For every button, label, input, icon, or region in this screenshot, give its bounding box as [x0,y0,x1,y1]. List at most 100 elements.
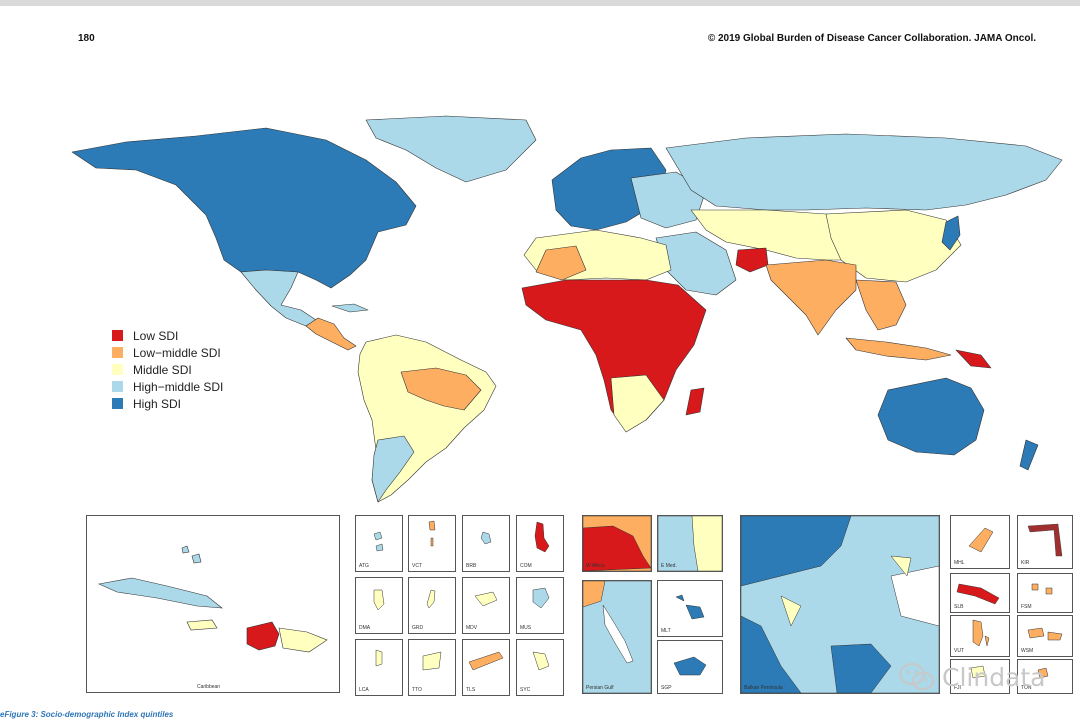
copyright-notice: © 2019 Global Burden of Disease Cancer C… [707,33,1036,44]
inset-label: TTO [412,687,422,693]
madagascar-shape [685,387,705,416]
inset-label: MDV [466,625,478,631]
southeast-asia-region [855,279,907,331]
legend-item-low: Low SDI [112,327,223,344]
inset-w-africa: W Africa [582,515,652,572]
greenland-region [365,115,537,183]
inset-mlt: MLT [657,580,723,637]
inset-label: BRB [466,563,477,569]
inset-label: MHL [954,560,965,566]
inset-label: FJI [954,685,961,691]
eastern-europe-region [630,171,707,229]
inset-label: Balkan Peninsula [744,685,783,691]
inset-label: DMA [359,625,371,631]
inset-label: ATG [359,563,369,569]
inset-slb: SLB [950,573,1010,613]
inset-label: LCA [359,687,369,693]
inset-tls: TLS [462,639,510,696]
inset-grd: GRD [408,577,456,634]
legend-item-high-middle: High−middle SDI [112,378,223,395]
inset-label: KIR [1021,560,1030,566]
central-america-region [305,317,357,351]
inset-label: VUT [954,648,964,654]
watermark-text: Clindata [942,662,1046,692]
inset-caribbean: Caribbean [86,515,340,693]
inset-label: VCT [412,563,422,569]
top-border [0,0,1080,6]
inset-label: GRD [412,625,424,631]
china-region [825,209,962,283]
legend-swatch [112,398,123,409]
inset-label: TON [1021,685,1032,691]
inset-mus: MUS [516,577,564,634]
inset-fji: FJI [950,659,1010,694]
legend-label: Low SDI [133,328,179,343]
legend-item-low-middle: Low−middle SDI [112,344,223,361]
caribbean-map [97,545,328,653]
russia-region [665,133,1063,211]
inset-vut: VUT [950,615,1010,657]
legend-swatch [112,347,123,358]
inset-sgp: SGP [657,640,723,694]
legend: Low SDI Low−middle SDI Middle SDI High−m… [112,327,223,412]
watermark: Clindata [898,662,1046,692]
southern-cone-region [371,435,415,503]
legend-label: Low−middle SDI [133,345,221,360]
inset-label: MLT [661,628,671,634]
inset-label: SLB [954,604,964,610]
new-zealand-shape [1019,439,1039,471]
north-america-region [71,127,417,289]
papua-new-guinea-shape [955,349,992,369]
mexico-region [240,269,317,327]
inset-label: SGP [661,685,672,691]
inset-e-med: E Med. [657,515,723,572]
page-number: 180 [78,33,95,44]
inset-label: SYC [520,687,531,693]
inset-syc: SYC [516,639,564,696]
inset-label: W Africa [586,563,605,569]
inset-label: TLS [466,687,476,693]
legend-item-high: High SDI [112,395,223,412]
inset-label: MUS [520,625,532,631]
southern-africa-region [610,374,665,433]
cuba-shape [331,303,369,313]
legend-label: High SDI [133,396,182,411]
legend-label: High−middle SDI [133,379,224,394]
inset-tto: TTO [408,639,456,696]
wechat-icon [899,663,934,690]
inset-com: COM [516,515,564,572]
figure-caption: eFigure 3: Socio-demographic Index quint… [0,710,174,719]
australia-region [877,377,985,456]
inset-label: Persian Gulf [586,685,614,691]
inset-mdv: MDV [462,577,510,634]
inset-lca: LCA [355,639,403,696]
legend-swatch [112,364,123,375]
legend-label: Middle SDI [133,362,192,377]
south-asia-region [765,259,857,336]
inset-dma: DMA [355,577,403,634]
inset-ton: TON [1017,659,1073,694]
inset-brb: BRB [462,515,510,572]
inset-wsm: WSM [1017,615,1073,657]
inset-label: WSM [1021,648,1034,654]
inset-vct: VCT [408,515,456,572]
legend-item-middle: Middle SDI [112,361,223,378]
inset-atg: ATG [355,515,403,572]
legend-swatch [112,381,123,392]
inset-fsm: FSM [1017,573,1073,613]
legend-swatch [112,330,123,341]
middle-east-region [655,231,737,296]
japan-shape [941,215,961,251]
brazil-lowmid-region [400,367,482,411]
indonesia-shape [845,337,952,361]
north-africa-lowmid-region [535,245,587,281]
inset-label: COM [520,563,532,569]
inset-label: FSM [1021,604,1032,610]
inset-mhl: MHL [950,515,1010,569]
world-map [71,115,1063,503]
inset-label: E Med. [661,563,677,569]
inset-label: Caribbean [197,684,221,690]
inset-kir: KIR [1017,515,1073,569]
afghanistan-shape [735,247,769,273]
inset-persian-gulf: Persian Gulf [582,580,652,694]
